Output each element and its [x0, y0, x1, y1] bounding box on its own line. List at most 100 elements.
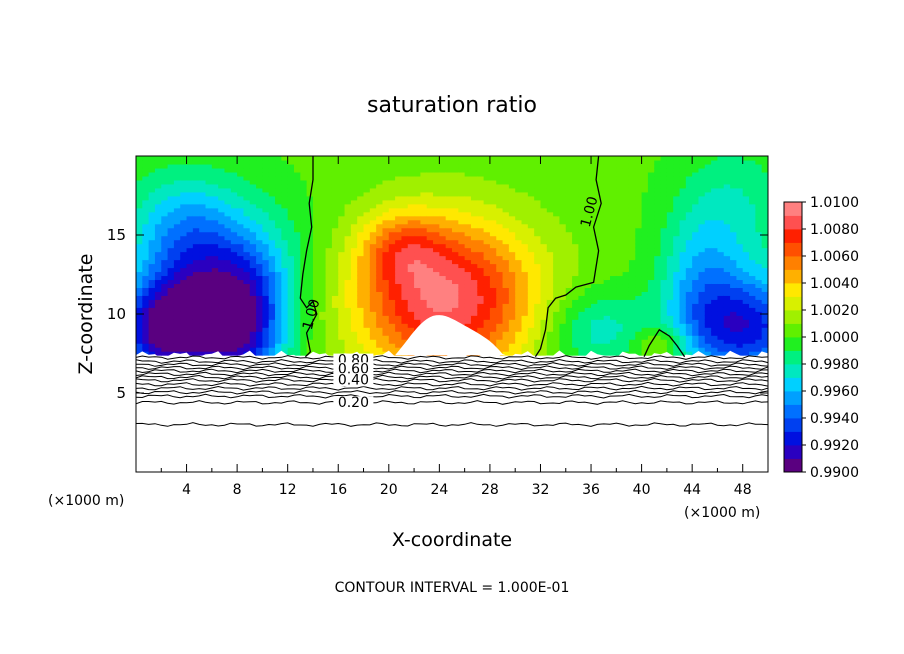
field-cell: [395, 187, 403, 193]
field-cell: [407, 159, 415, 165]
field-cell: [433, 247, 440, 253]
field-cell: [224, 351, 232, 356]
field-cell: [730, 279, 737, 285]
field-cell: [388, 163, 396, 169]
field-cell: [167, 295, 175, 300]
field-cell: [142, 179, 150, 185]
field-cell: [338, 231, 346, 237]
field-cell: [192, 323, 200, 328]
field-cell: [464, 175, 472, 181]
field-cell: [256, 315, 263, 320]
field-cell: [256, 255, 263, 261]
field-cell: [388, 271, 396, 277]
field-cell: [704, 331, 712, 336]
field-cell: [641, 163, 649, 169]
field-cell: [452, 287, 459, 292]
field-cell: [357, 227, 365, 233]
field-cell: [565, 203, 573, 209]
field-cell: [268, 251, 276, 257]
field-cell: [243, 156, 251, 161]
field-cell: [622, 207, 630, 213]
field-cell: [395, 163, 403, 169]
field-cell: [395, 183, 403, 189]
field-cell: [420, 311, 428, 316]
field-cell: [483, 303, 491, 308]
field-cell: [186, 323, 194, 328]
field-cell: [243, 179, 251, 185]
field-cell: [572, 259, 579, 265]
field-cell: [679, 291, 687, 296]
field-cell: [654, 207, 662, 213]
field-cell: [647, 303, 655, 308]
field-cell: [458, 171, 466, 177]
field-cell: [464, 279, 472, 285]
field-cell: [350, 156, 358, 161]
field-cell: [136, 263, 143, 269]
field-cell: [470, 203, 478, 209]
field-cell: [483, 207, 491, 213]
field-cell: [666, 215, 674, 221]
field-cell: [161, 231, 169, 237]
field-cell: [464, 199, 472, 205]
field-cell: [262, 223, 270, 229]
field-cell: [483, 295, 491, 300]
field-cell: [401, 231, 409, 237]
field-cell: [584, 195, 592, 201]
field-cell: [597, 171, 605, 177]
field-cell: [357, 335, 365, 340]
field-cell: [660, 219, 668, 225]
field-cell: [199, 263, 207, 269]
field-cell: [433, 299, 440, 304]
field-cell: [167, 303, 175, 308]
field-cell: [357, 295, 365, 300]
field-cell: [723, 255, 731, 261]
field-cell: [300, 243, 308, 249]
field-cell: [363, 287, 371, 292]
field-cell: [685, 327, 693, 332]
field-cell: [521, 255, 529, 261]
field-cell: [312, 271, 320, 277]
field-cell: [287, 175, 295, 181]
field-cell: [641, 251, 649, 257]
field-cell: [142, 267, 150, 273]
field-cell: [603, 191, 611, 197]
field-cell: [521, 215, 529, 221]
field-cell: [211, 311, 219, 316]
field-cell: [136, 207, 143, 213]
field-cell: [742, 171, 750, 177]
field-cell: [395, 207, 403, 213]
field-cell: [344, 219, 352, 225]
field-cell: [256, 287, 263, 292]
field-cell: [515, 247, 523, 253]
field-cell: [496, 343, 504, 348]
field-cell: [452, 195, 459, 201]
field-cell: [376, 275, 384, 281]
field-cell: [534, 275, 542, 281]
field-cell: [723, 347, 731, 352]
field-cell: [331, 211, 339, 217]
field-cell: [312, 303, 320, 308]
field-cell: [559, 163, 567, 169]
field-cell: [591, 159, 598, 165]
field-cell: [559, 303, 567, 308]
field-cell: [192, 303, 200, 308]
field-cell: [616, 319, 624, 324]
field-cell: [268, 347, 276, 352]
field-cell: [439, 191, 447, 197]
field-cell: [186, 243, 194, 249]
field-cell: [458, 223, 466, 229]
field-cell: [294, 199, 301, 205]
field-cell: [180, 199, 188, 205]
field-cell: [161, 251, 169, 257]
field-cell: [294, 163, 301, 169]
field-cell: [161, 247, 169, 253]
field-cell: [458, 203, 466, 209]
field-cell: [205, 299, 213, 304]
field-cell: [331, 299, 339, 304]
field-cell: [142, 251, 150, 257]
field-cell: [173, 207, 181, 213]
field-cell: [736, 255, 744, 261]
field-cell: [199, 335, 207, 340]
field-cell: [527, 351, 535, 356]
field-cell: [199, 223, 207, 229]
